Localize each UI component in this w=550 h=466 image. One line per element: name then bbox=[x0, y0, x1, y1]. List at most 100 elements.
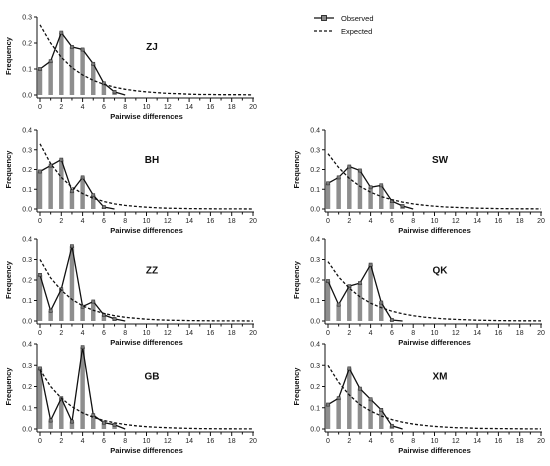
x-tick-label-zz-6: 6 bbox=[102, 330, 106, 337]
y-tick-label-bh-2: 0.2 bbox=[22, 167, 32, 174]
x-tick-label-zj-16: 16 bbox=[207, 104, 215, 111]
y-tick-label-gb-3: 0.3 bbox=[22, 363, 32, 370]
panel-label-sw: SW bbox=[432, 155, 449, 166]
bar-sw-4 bbox=[368, 187, 373, 209]
observed-point-zj-5 bbox=[91, 61, 96, 66]
bar-xm-1 bbox=[336, 398, 341, 429]
bar-zz-6 bbox=[101, 314, 107, 321]
observed-line-qk bbox=[327, 262, 403, 322]
x-tick-label-xm-18: 18 bbox=[516, 438, 524, 445]
legend-observed-label: Observed bbox=[341, 14, 374, 23]
x-tick-label-zz-8: 8 bbox=[123, 330, 127, 337]
observed-point-xm-4 bbox=[368, 397, 373, 402]
bar-xm-3 bbox=[357, 388, 363, 429]
x-tick-label-gb-20: 20 bbox=[249, 438, 257, 445]
legend-expected-label: Expected bbox=[341, 27, 372, 36]
x-tick-label-bh-10: 10 bbox=[143, 218, 151, 225]
observed-point-qk-0 bbox=[326, 279, 330, 283]
x-tick-label-bh-0: 0 bbox=[38, 218, 42, 225]
y-tick-label-gb-2: 0.2 bbox=[22, 384, 32, 391]
observed-point-gb-3 bbox=[70, 419, 74, 424]
panel-gb: 0.0 0.1 0.2 0.3 0.4 0 2 4 6 8 10 12 14 16 18 20 Pairwise… bbox=[4, 342, 257, 456]
bar-gb-5 bbox=[91, 415, 96, 429]
legend-observed-marker bbox=[321, 15, 327, 21]
bar-zz-4 bbox=[80, 306, 85, 321]
observed-point-gb-6 bbox=[102, 420, 106, 425]
bar-zz-5 bbox=[91, 301, 96, 321]
y-tick-label-zj-2: 0.2 bbox=[22, 41, 32, 48]
x-tick-label-zj-12: 12 bbox=[164, 104, 172, 111]
bar-zj-3 bbox=[69, 46, 75, 95]
x-tick-label-zz-20: 20 bbox=[249, 330, 257, 337]
bar-gb-3 bbox=[69, 421, 75, 429]
observed-point-bh-2 bbox=[59, 157, 64, 162]
x-tick-label-bh-2: 2 bbox=[59, 218, 63, 225]
y-tick-label-qk-1: 0.1 bbox=[310, 298, 320, 305]
observed-point-gb-1 bbox=[48, 418, 53, 423]
x-tick-label-qk-16: 16 bbox=[495, 330, 503, 337]
x-tick-label-gb-8: 8 bbox=[123, 438, 127, 445]
observed-point-qk-1 bbox=[336, 302, 341, 307]
bar-xm-5 bbox=[379, 409, 384, 429]
observed-point-xm-3 bbox=[358, 386, 362, 391]
x-tick-label-sw-4: 4 bbox=[369, 218, 373, 225]
observed-point-zj-1 bbox=[48, 59, 53, 64]
observed-point-bh-1 bbox=[48, 163, 53, 168]
observed-point-sw-4 bbox=[368, 185, 373, 190]
y-axis-title-sw: Frequency bbox=[292, 150, 301, 189]
y-tick-label-bh-3: 0.3 bbox=[22, 147, 32, 154]
y-tick-label-zz-0: 0.0 bbox=[22, 319, 32, 326]
y-tick-label-sw-0: 0.0 bbox=[310, 207, 320, 214]
x-tick-label-bh-8: 8 bbox=[123, 218, 127, 225]
y-tick-label-sw-3: 0.3 bbox=[310, 147, 320, 154]
bar-zj-6 bbox=[101, 83, 107, 95]
expected-line-xm bbox=[327, 364, 541, 430]
bar-xm-4 bbox=[368, 399, 373, 429]
x-tick-label-qk-20: 20 bbox=[537, 330, 545, 337]
bar-sw-5 bbox=[379, 185, 384, 209]
observed-point-gb-4 bbox=[80, 345, 85, 350]
x-axis-title-sw: Pairwise differences bbox=[398, 226, 471, 235]
bar-qk-5 bbox=[379, 302, 384, 321]
x-tick-label-zj-6: 6 bbox=[102, 104, 106, 111]
x-tick-label-xm-16: 16 bbox=[495, 438, 503, 445]
x-tick-label-xm-14: 14 bbox=[473, 438, 481, 445]
y-tick-label-xm-3: 0.3 bbox=[310, 363, 320, 370]
bar-gb-6 bbox=[101, 422, 107, 429]
x-tick-label-zj-0: 0 bbox=[38, 104, 42, 111]
x-tick-label-xm-2: 2 bbox=[347, 438, 351, 445]
x-tick-label-zj-8: 8 bbox=[123, 104, 127, 111]
x-tick-label-bh-14: 14 bbox=[185, 218, 193, 225]
bar-zj-5 bbox=[91, 63, 96, 95]
x-tick-label-zj-20: 20 bbox=[249, 104, 257, 111]
bar-zz-3 bbox=[69, 246, 75, 321]
observed-point-zj-0 bbox=[38, 67, 42, 71]
x-tick-label-zz-10: 10 bbox=[143, 330, 151, 337]
bar-zz-0 bbox=[37, 274, 43, 321]
panel-zj: 0.0 0.1 0.2 0.3 0 2 4 6 8 10 12 14 16 18 20 Pairwise di… bbox=[4, 15, 257, 122]
panel-label-xm: XM bbox=[433, 372, 448, 383]
bar-gb-0 bbox=[37, 368, 43, 429]
x-axis-title-bh: Pairwise differences bbox=[110, 226, 183, 235]
x-axis-title-gb: Pairwise differences bbox=[110, 446, 183, 455]
bar-sw-0 bbox=[325, 183, 331, 209]
x-tick-label-gb-12: 12 bbox=[164, 438, 172, 445]
observed-point-bh-3 bbox=[70, 189, 74, 194]
panel-label-gb: GB bbox=[145, 372, 160, 383]
y-axis-title-bh: Frequency bbox=[4, 150, 13, 189]
x-tick-label-xm-4: 4 bbox=[369, 438, 373, 445]
observed-point-xm-1 bbox=[336, 396, 341, 401]
x-tick-label-gb-0: 0 bbox=[38, 438, 42, 445]
observed-point-xm-6 bbox=[390, 423, 394, 428]
y-tick-label-qk-4: 0.4 bbox=[310, 237, 320, 244]
bar-qk-0 bbox=[325, 281, 331, 321]
bar-bh-0 bbox=[37, 171, 43, 209]
observed-point-sw-3 bbox=[358, 168, 362, 173]
x-tick-label-qk-2: 2 bbox=[347, 330, 351, 337]
y-axis-title-zj: Frequency bbox=[4, 36, 13, 75]
observed-point-xm-0 bbox=[326, 402, 330, 407]
x-tick-label-sw-16: 16 bbox=[495, 218, 503, 225]
panel-sw: 0.0 0.1 0.2 0.3 0.4 0 2 4 6 8 10 12 14 16 18 20 Pairwise… bbox=[292, 128, 545, 236]
x-tick-label-qk-14: 14 bbox=[473, 330, 481, 337]
bar-sw-3 bbox=[357, 170, 363, 209]
